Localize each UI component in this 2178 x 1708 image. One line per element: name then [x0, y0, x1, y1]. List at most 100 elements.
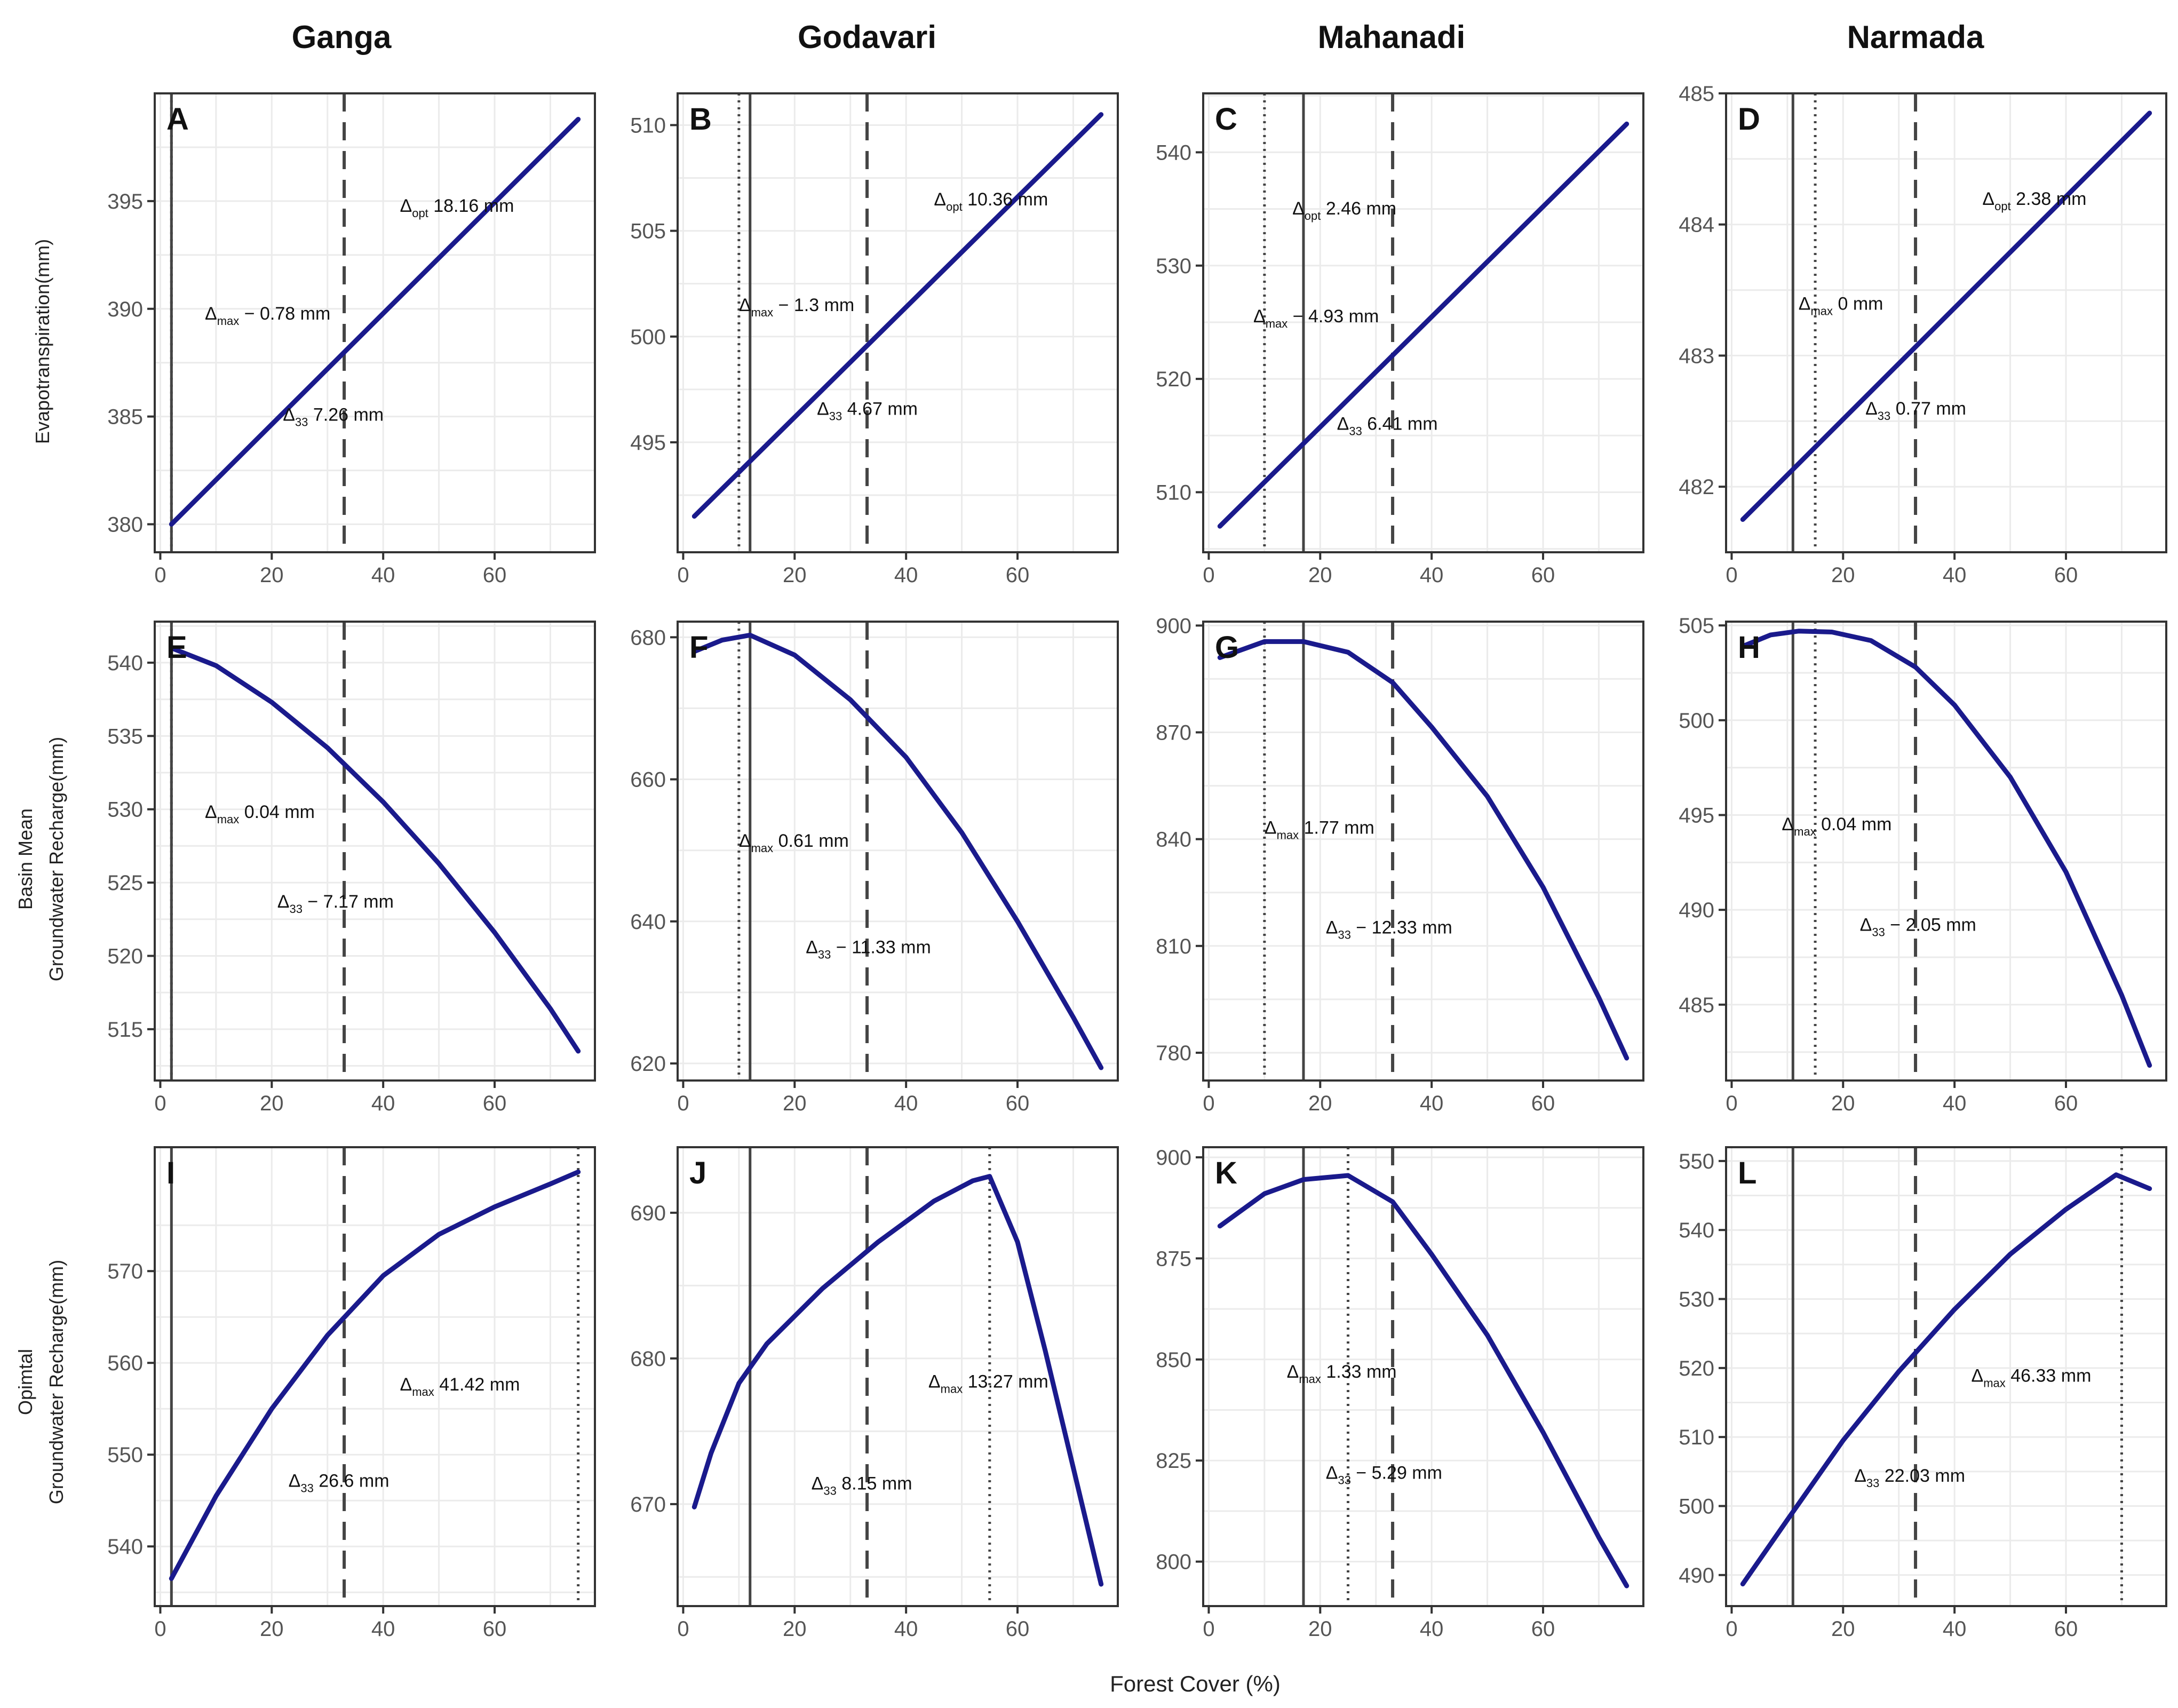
y-tick-label: 510	[630, 114, 666, 137]
panel-g: Δmax 1.77 mm Δ33 − 12.33 mm G 0 20 40 60 780 810…	[1156, 614, 1644, 1115]
x-tick-label: 20	[260, 1617, 284, 1641]
x-tick-label: 20	[783, 563, 807, 587]
y-tick-label: 495	[630, 431, 666, 455]
y-tick-label: 520	[107, 944, 143, 968]
x-tick-label: 40	[1420, 1617, 1444, 1641]
panel-border	[677, 1146, 1119, 1607]
annotation-delta-opt: Δopt 10.36 mm	[934, 189, 1048, 213]
y-tick-label: 515	[107, 1018, 143, 1042]
column-title-godavari: Godavari	[798, 19, 936, 55]
series-line	[169, 646, 581, 1054]
panel-l: Δmax 46.33 mm Δ33 22.03 mm L 0 20 40 60 490 500 5…	[1679, 1146, 2167, 1641]
series-line	[1217, 121, 1629, 529]
panel-border	[677, 92, 1119, 553]
gridlines	[1203, 93, 1643, 552]
annotation-delta-33: Δ33 4.67 mm	[817, 399, 918, 423]
panel-label: H	[1738, 630, 1760, 665]
x-tick-label: 0	[1726, 563, 1737, 587]
x-tick-label: 60	[1531, 563, 1555, 587]
panel-f: Δmax 0.61 mm Δ33 − 11.33 mm F 0 20 40 60 620 640…	[630, 621, 1119, 1115]
panel-j: Δmax 13.27 mm Δ33 8.15 mm J 0 20 40 60 670 680 69…	[630, 1146, 1119, 1641]
x-tick-label: 60	[1531, 1092, 1555, 1115]
panel-k: Δmax 1.33 mm Δ33 − 5.29 mm K 0 20 40 60 800 825 8…	[1156, 1146, 1644, 1641]
x-tick-label: 0	[154, 1092, 166, 1115]
panel-c: Δopt 2.46 mm Δmax − 4.93 mm Δ33 6.41 mm C 0 2…	[1156, 92, 1644, 587]
x-tick-label: 0	[677, 563, 689, 587]
row-title-basin-mean-line2: Groundwater Recharge(mm)	[45, 737, 67, 981]
x-tick-label: 40	[894, 1092, 918, 1115]
x-tick-label: 60	[2054, 1092, 2078, 1115]
annotation-delta-33: Δ33 − 5.29 mm	[1326, 1463, 1442, 1487]
annotation-delta-max: Δmax 0.04 mm	[205, 802, 315, 826]
panel-d: Δopt 2.38 mm Δmax 0 mm Δ33 0.77 mm D 0 20 40 60…	[1679, 82, 2167, 587]
y-tick-label: 530	[1679, 1288, 1714, 1312]
y-tick-label: 540	[107, 652, 143, 675]
y-tick-label: 500	[630, 325, 666, 349]
annotation-delta-max: Δmax 0.04 mm	[1782, 814, 1891, 838]
x-tick-label: 20	[1308, 1617, 1332, 1641]
panel-label: F	[689, 630, 708, 665]
x-tick-label: 40	[894, 1617, 918, 1641]
x-tick-label: 60	[483, 1617, 507, 1641]
annotation-delta-max: Δmax 0 mm	[1799, 293, 1883, 317]
annotation-delta-33: Δ33 6.41 mm	[1337, 414, 1438, 438]
annotation-delta-33: Δ33 0.77 mm	[1865, 399, 1966, 423]
x-tick-label: 20	[1831, 1617, 1855, 1641]
y-tick-label: 485	[1679, 82, 1714, 106]
gridlines	[155, 622, 595, 1081]
gridlines	[678, 93, 1118, 552]
y-tick-label: 530	[107, 798, 143, 822]
y-tick-label: 500	[1679, 1495, 1714, 1518]
x-tick-label: 20	[1308, 563, 1332, 587]
gridlines	[155, 1147, 595, 1606]
x-tick-label: 0	[1726, 1092, 1737, 1115]
y-tick-label: 620	[630, 1052, 666, 1076]
series-line	[1740, 110, 2152, 522]
y-tick-label: 510	[1156, 481, 1191, 504]
y-tick-label: 825	[1156, 1449, 1191, 1473]
annotation-delta-33: Δ33 22.03 mm	[1854, 1466, 1965, 1490]
y-tick-label: 385	[107, 406, 143, 429]
panel-border	[1725, 1146, 2167, 1607]
annotation-delta-max: Δmax 46.33 mm	[1971, 1366, 2091, 1390]
panel-background	[1203, 1147, 1643, 1606]
y-tick-label: 390	[107, 298, 143, 321]
panel-border	[1202, 92, 1644, 553]
panel-label: D	[1738, 102, 1760, 137]
panel-label: I	[166, 1156, 175, 1190]
annotation-delta-max: Δmax 13.27 mm	[928, 1371, 1048, 1395]
annotation-delta-33: Δ33 − 7.17 mm	[277, 892, 394, 916]
x-tick-label: 60	[1531, 1617, 1555, 1641]
gridlines	[1203, 1147, 1643, 1606]
annotation-delta-33: Δ33 − 2.05 mm	[1860, 915, 1976, 939]
y-tick-label: 550	[107, 1443, 143, 1467]
y-tick-label: 500	[1679, 709, 1714, 733]
gridlines	[1203, 622, 1643, 1081]
series-line	[691, 112, 1104, 519]
y-tick-label: 570	[107, 1260, 143, 1283]
x-tick-label: 0	[154, 563, 166, 587]
x-tick-label: 40	[1943, 563, 1967, 587]
panel-h: Δmax 0.04 mm Δ33 − 2.05 mm H 0 20 40 60 485 490 4…	[1679, 614, 2167, 1115]
annotation-delta-33: Δ33 7.26 mm	[283, 405, 384, 429]
x-tick-label: 40	[371, 563, 395, 587]
y-tick-label: 540	[1156, 141, 1191, 164]
y-tick-label: 505	[630, 220, 666, 243]
y-tick-label: 520	[1156, 368, 1191, 391]
x-tick-label: 0	[677, 1617, 689, 1641]
y-tick-label: 850	[1156, 1348, 1191, 1372]
series-line	[169, 1169, 581, 1581]
panel-border	[677, 621, 1119, 1082]
x-tick-label: 40	[371, 1617, 395, 1641]
gridlines	[155, 93, 595, 552]
y-tick-label: 875	[1156, 1247, 1191, 1270]
annotation-delta-opt: Δopt 2.46 mm	[1292, 198, 1396, 223]
annotation-delta-max: Δmax 41.42 mm	[400, 1375, 520, 1399]
y-tick-label: 800	[1156, 1551, 1191, 1574]
x-tick-label: 60	[2054, 1617, 2078, 1641]
y-tick-label: 395	[107, 190, 143, 213]
annotation-delta-max: Δmax 1.77 mm	[1265, 818, 1374, 842]
panel-background	[1203, 622, 1643, 1081]
x-tick-label: 0	[677, 1092, 689, 1115]
